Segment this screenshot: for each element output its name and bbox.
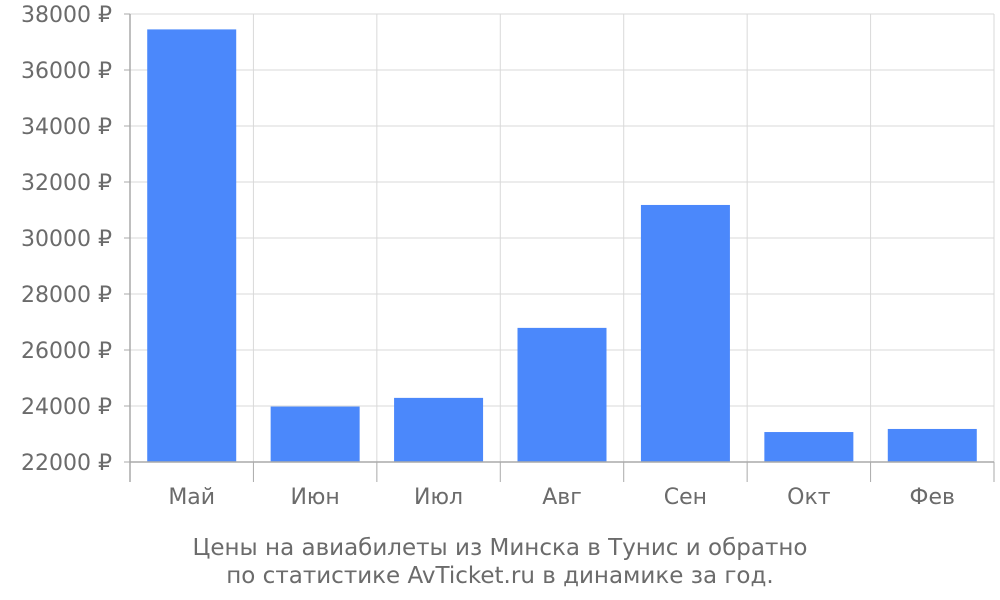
x-tick-label: Фев (910, 485, 955, 510)
y-tick-label: 28000 ₽ (21, 283, 112, 308)
y-tick-label: 34000 ₽ (21, 115, 112, 140)
bar-Сен (640, 204, 730, 462)
y-axis-ticks: 22000 ₽ 24000 ₽ 26000 ₽ 28000 ₽ 30000 ₽ 32000… (21, 3, 112, 476)
bar-chart: 22000 ₽ 24000 ₽ 26000 ₽ 28000 ₽ 30000 ₽ 32000… (21, 3, 995, 510)
bar-Окт (764, 432, 854, 462)
y-tick-label: 32000 ₽ (21, 171, 112, 196)
y-tick-label: 30000 ₽ (21, 227, 112, 252)
axes (124, 13, 995, 482)
x-tick-label: Июл (414, 485, 463, 510)
x-tick-label: Июн (290, 485, 339, 510)
bars (147, 29, 977, 463)
gridlines (130, 13, 995, 463)
y-tick-label: 36000 ₽ (21, 59, 112, 84)
x-axis-ticks: Май Июн Июл Авг Сен Окт Фев (168, 485, 955, 510)
y-tick-label: 22000 ₽ (21, 451, 112, 476)
x-tick-label: Май (168, 485, 215, 510)
y-tick-label: 24000 ₽ (21, 395, 112, 420)
bar-Май (147, 29, 237, 463)
chart-caption-line-1: Цены на авиабилеты из Минска в Тунис и о… (192, 535, 808, 561)
x-tick-label: Окт (787, 485, 831, 510)
y-tick-label: 26000 ₽ (21, 339, 112, 364)
bar-Июн (270, 406, 360, 462)
x-tick-label: Сен (664, 485, 707, 510)
bar-Фев (887, 428, 977, 462)
y-tick-label: 38000 ₽ (21, 3, 112, 28)
bar-Июл (394, 397, 484, 462)
bar-Авг (517, 327, 607, 462)
x-tick-label: Авг (542, 485, 582, 510)
chart-caption-line-2: по статистике AvTicket.ru в динамике за … (226, 563, 774, 589)
